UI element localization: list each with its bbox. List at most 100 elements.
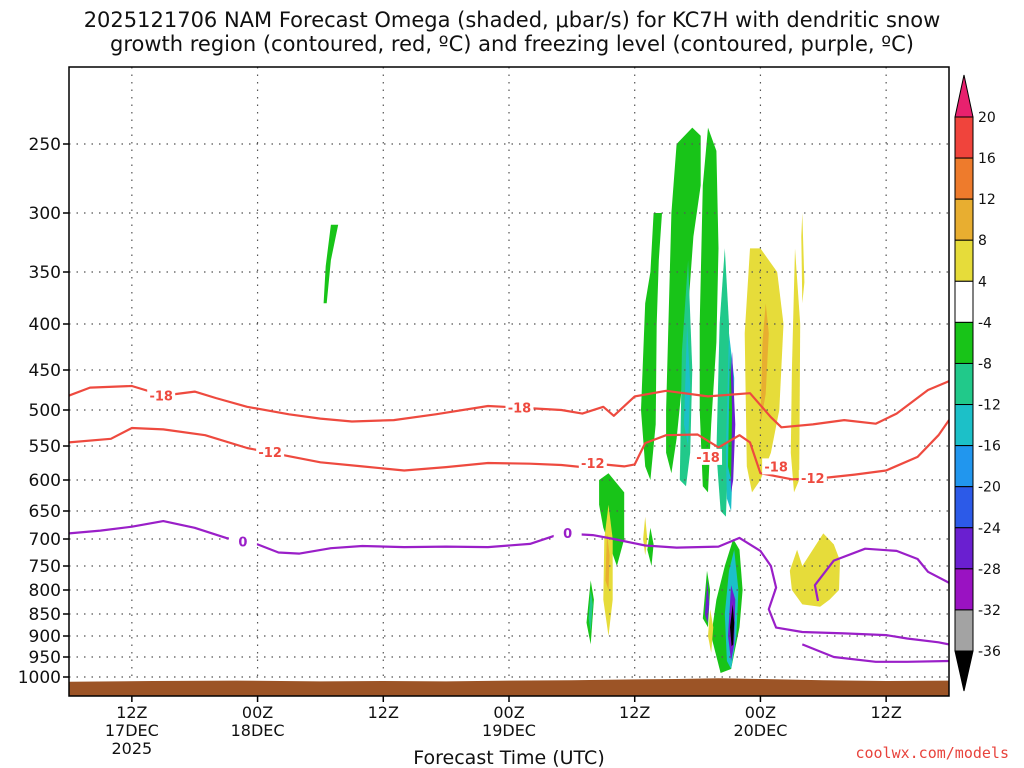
omega-region-27 (605, 533, 610, 590)
colorbar-box-9 (954, 486, 974, 529)
colorbar-label: 20 (978, 110, 996, 126)
y-tick-label: 850 (29, 605, 61, 625)
terrain-fill (69, 678, 949, 696)
omega-region-3 (666, 127, 701, 474)
pressure-axis: 2503003504004505005506006507007508008509… (18, 135, 69, 688)
omega-region-20 (728, 351, 733, 480)
colorbar-box-4 (954, 280, 974, 323)
contour-label: -12 (581, 457, 605, 472)
y-tick-label: 250 (29, 135, 61, 155)
contour-label-bg (578, 455, 607, 471)
colorbar-box-2 (954, 198, 974, 241)
omega-region-4 (699, 127, 719, 493)
x-tick-label: 12Z (870, 703, 901, 722)
y-tick-label: 950 (29, 648, 61, 668)
chart-title-line2: growth region (contoured, red, ºC) and f… (110, 32, 914, 56)
colorbar-box-12 (954, 609, 974, 652)
colorbar-label: -28 (978, 562, 1001, 578)
colorbar-label: -8 (978, 356, 992, 372)
y-tick-label: 550 (29, 437, 61, 457)
x-tick-year: 2025 (111, 739, 152, 758)
colorbar-label: -4 (978, 315, 992, 331)
contour-label-bg (505, 399, 534, 416)
y-tick-label: 300 (29, 204, 61, 224)
contour-label: 0 (563, 527, 572, 542)
colorbar-box-0 (954, 116, 974, 159)
omega-region-24 (801, 213, 805, 304)
contour-label-bg (553, 524, 582, 541)
colorbar-box-1 (954, 157, 974, 200)
omega-region-1 (641, 213, 662, 480)
chart-title: 2025121706 NAM Forecast Omega (shaded, μ… (0, 8, 1024, 56)
colorbar-box-8 (954, 445, 974, 488)
y-tick-label: 450 (29, 361, 61, 381)
colorbar-label: 12 (978, 192, 996, 208)
x-tick-date: 18DEC (231, 721, 285, 740)
contour-label-bg (762, 458, 791, 475)
contour-label: -18 (149, 390, 173, 405)
y-tick-label: 700 (29, 530, 61, 550)
colorbar-label: 4 (978, 274, 987, 290)
colorbar-box-7 (954, 404, 974, 447)
colorbar-box-3 (954, 239, 974, 282)
y-tick-label: 600 (29, 471, 61, 491)
omega-region-23 (790, 248, 801, 493)
x-tick-date: 17DEC (105, 721, 159, 740)
contour-label: 0 (238, 536, 247, 551)
x-tick-label: 00Z (493, 703, 524, 722)
x-tick-label: 00Z (745, 703, 776, 722)
colorbar-box-10 (954, 527, 974, 570)
colorbar-bottom-arrow (954, 650, 974, 692)
colorbar-label: -36 (978, 644, 1001, 660)
omega-region-28 (643, 516, 648, 556)
y-tick-label: 650 (29, 502, 61, 522)
colorbar-box-6 (954, 362, 974, 406)
omega-region-25 (789, 533, 840, 607)
x-tick-label: 12Z (619, 703, 650, 722)
contour-dgz-0 (69, 380, 949, 429)
omega-region-10 (684, 324, 691, 446)
colorbar-label: -16 (978, 439, 1001, 455)
contour-freezing-4 (801, 643, 949, 663)
credit-link[interactable]: coolwx.com/models (855, 744, 1009, 762)
contour-freezing-3 (813, 547, 949, 602)
omega-region-0 (323, 224, 339, 304)
x-tick-date: 19DEC (482, 721, 536, 740)
omega-region-2 (599, 473, 625, 566)
colorbar-label: 8 (978, 233, 987, 249)
contour-label: -12 (258, 446, 282, 461)
x-tick-date: 20DEC (733, 721, 787, 740)
y-tick-label: 900 (29, 627, 61, 647)
omega-region-16 (704, 580, 710, 623)
colorbar-label: 16 (978, 151, 996, 167)
colorbar-label: -20 (978, 480, 1001, 496)
contour-label-bg (798, 469, 827, 486)
contour-label: -18 (764, 460, 788, 475)
omega-region-29 (708, 609, 714, 653)
contour-label-bg (228, 533, 257, 550)
contour-label-bg (256, 444, 285, 461)
contour-label-bg (147, 387, 176, 404)
omega-region-22 (760, 303, 769, 425)
y-tick-label: 800 (29, 581, 61, 601)
x-tick-label: 12Z (368, 703, 399, 722)
colorbar-box-5 (954, 321, 974, 364)
contour-label-bg (694, 448, 723, 465)
y-tick-label: 1000 (18, 668, 61, 688)
omega-shading (323, 127, 840, 673)
y-tick-label: 750 (29, 557, 61, 577)
x-tick-label: 00Z (242, 703, 273, 722)
contour-label: -18 (696, 451, 720, 466)
omega-region-18 (588, 590, 593, 632)
y-tick-label: 400 (29, 315, 61, 335)
colorbar-label: -24 (978, 521, 1001, 537)
y-tick-label: 500 (29, 401, 61, 421)
temperature-contours (69, 380, 949, 663)
omega-region-14 (730, 604, 735, 647)
contour-labels: -18 -18 -18 -18 -12 -12 -12 0 0 (147, 387, 827, 551)
colorbar-label: -12 (978, 398, 1001, 414)
colorbar-top-arrow (954, 74, 974, 118)
y-tick-label: 350 (29, 263, 61, 283)
chart-title-line1: 2025121706 NAM Forecast Omega (shaded, μ… (83, 8, 941, 32)
